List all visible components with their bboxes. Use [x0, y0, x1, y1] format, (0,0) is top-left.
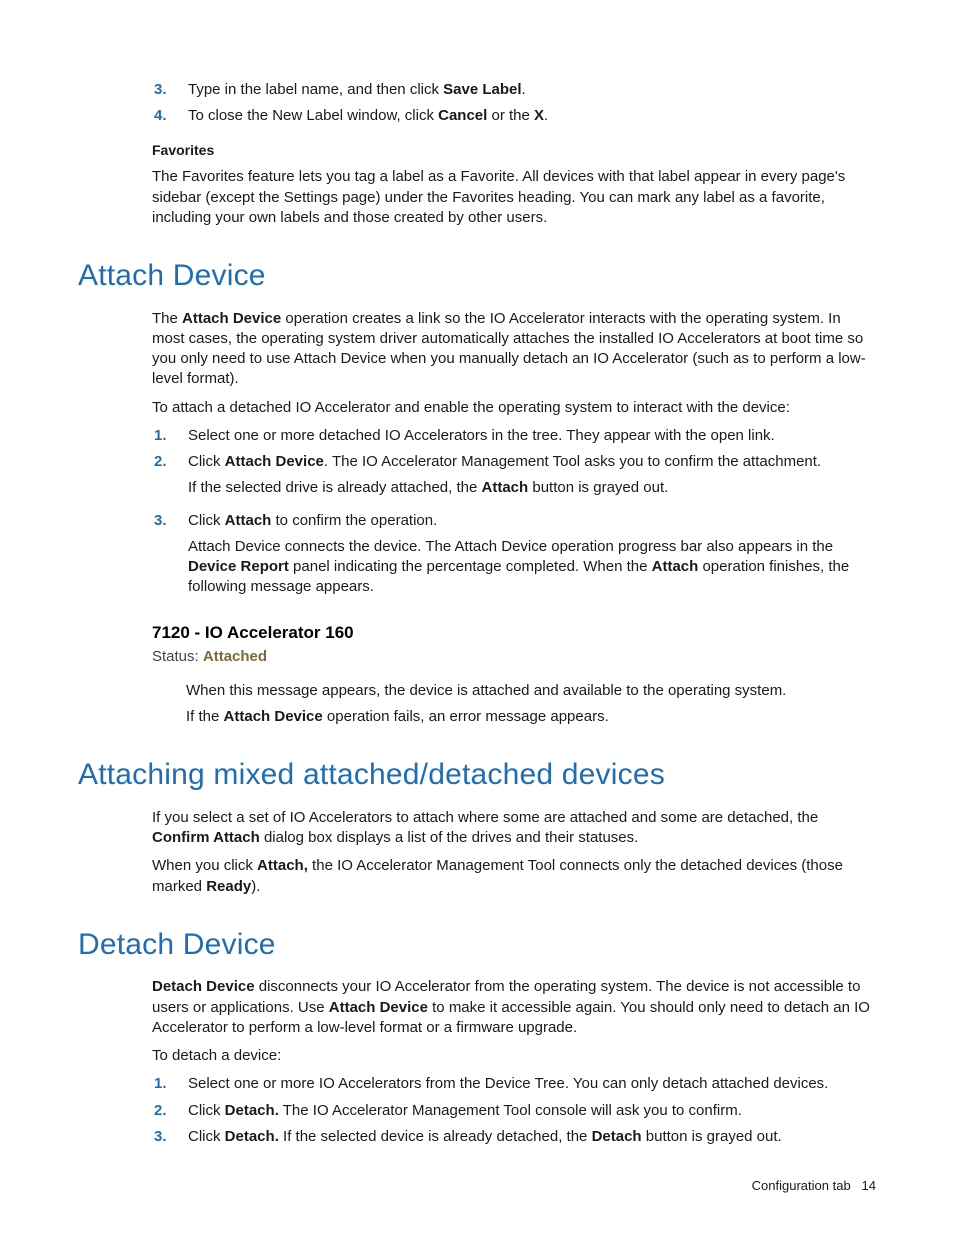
mixed-p1: If you select a set of IO Accelerators t… — [152, 808, 876, 849]
bold-text: Confirm Attach — [152, 829, 260, 846]
bold-text: Detach Device — [152, 978, 255, 995]
list-number: 3. — [152, 511, 188, 604]
status-title: 7120 - IO Accelerator 160 — [152, 622, 876, 645]
bold-text: Save Label — [443, 81, 521, 98]
list-line: If the selected drive is already attache… — [188, 478, 876, 498]
footer-label: Configuration tab — [752, 1178, 851, 1193]
list-number: 2. — [152, 452, 188, 505]
list-number: 3. — [152, 80, 188, 100]
list-text: Click Detach. If the selected device is … — [188, 1127, 876, 1147]
status-label: Status: — [152, 648, 199, 665]
attach-after-line: If the Attach Device operation fails, an… — [186, 707, 876, 727]
bold-text: X — [534, 107, 544, 124]
list-line: Select one or more detached IO Accelerat… — [188, 426, 876, 446]
status-message-block: 7120 - IO Accelerator 160 Status: Attach… — [78, 622, 876, 667]
mixed-heading: Attaching mixed attached/detached device… — [78, 755, 876, 796]
attach-steps-list: 1.Select one or more detached IO Acceler… — [78, 426, 876, 604]
list-item: 1.Select one or more IO Accelerators fro… — [152, 1074, 876, 1094]
list-line: Attach Device connects the device. The A… — [188, 537, 876, 598]
list-line: Click Detach. If the selected device is … — [188, 1127, 876, 1147]
detach-steps-list: 1.Select one or more IO Accelerators fro… — [78, 1074, 876, 1147]
bold-text: Ready — [206, 878, 251, 895]
mixed-p2: When you click Attach, the IO Accelerato… — [152, 856, 876, 897]
list-number: 2. — [152, 1101, 188, 1121]
list-item: 3.Click Detach. If the selected device i… — [152, 1127, 876, 1147]
favorites-paragraph: The Favorites feature lets you tag a lab… — [152, 167, 876, 228]
list-item: 2.Click Attach Device. The IO Accelerato… — [152, 452, 876, 505]
list-item: 1.Select one or more detached IO Acceler… — [152, 426, 876, 446]
list-number: 4. — [152, 106, 188, 126]
list-number: 3. — [152, 1127, 188, 1147]
list-text: Click Detach. The IO Accelerator Managem… — [188, 1101, 876, 1121]
attach-after-line: When this message appears, the device is… — [186, 681, 876, 701]
page-footer: Configuration tab 14 — [752, 1177, 876, 1195]
list-text: Select one or more IO Accelerators from … — [188, 1074, 876, 1094]
detach-lead: To detach a device: — [152, 1046, 876, 1066]
bold-text: Detach — [592, 1128, 642, 1145]
list-item: 3.Click Attach to confirm the operation.… — [152, 511, 876, 604]
list-item: 3.Type in the label name, and then click… — [152, 80, 876, 100]
list-text: Click Attach Device. The IO Accelerator … — [188, 452, 876, 505]
detach-intro: Detach Device disconnects your IO Accele… — [152, 977, 876, 1038]
bold-text: Device Report — [188, 558, 289, 575]
favorites-heading: Favorites — [152, 141, 876, 160]
bold-text: Attach Device — [329, 999, 428, 1016]
list-line: Click Attach Device. The IO Accelerator … — [188, 452, 876, 472]
status-value: Attached — [203, 648, 267, 665]
top-ordered-list: 3.Type in the label name, and then click… — [78, 80, 876, 127]
bold-text: Detach. — [225, 1102, 279, 1119]
list-text: To close the New Label window, click Can… — [188, 106, 876, 126]
bold-text: Attach Device — [224, 708, 323, 725]
bold-text: Attach Device — [225, 453, 324, 470]
bold-text: Attach — [225, 512, 272, 529]
list-item: 4.To close the New Label window, click C… — [152, 106, 876, 126]
bold-text: Attach — [482, 479, 529, 496]
attach-intro: The Attach Device operation creates a li… — [152, 309, 876, 390]
list-text: Select one or more detached IO Accelerat… — [188, 426, 876, 446]
attach-device-body: The Attach Device operation creates a li… — [78, 309, 876, 418]
status-line: Status: Attached — [152, 647, 876, 667]
list-number: 1. — [152, 1074, 188, 1094]
attach-device-heading: Attach Device — [78, 256, 876, 297]
mixed-body: If you select a set of IO Accelerators t… — [78, 808, 876, 897]
detach-body: Detach Device disconnects your IO Accele… — [78, 977, 876, 1066]
bold-text: Detach. — [225, 1128, 279, 1145]
list-number: 1. — [152, 426, 188, 446]
list-line: Click Attach to confirm the operation. — [188, 511, 876, 531]
attach-after-block: When this message appears, the device is… — [78, 681, 876, 728]
list-line: Select one or more IO Accelerators from … — [188, 1074, 876, 1094]
favorites-section: Favorites The Favorites feature lets you… — [78, 141, 876, 229]
list-text: Click Attach to confirm the operation.At… — [188, 511, 876, 604]
bold-text: Attach — [652, 558, 699, 575]
list-text: Type in the label name, and then click S… — [188, 80, 876, 100]
document-page: 3.Type in the label name, and then click… — [0, 0, 954, 1235]
footer-page-number: 14 — [862, 1178, 876, 1193]
bold-text: Attach Device — [182, 310, 281, 327]
bold-text: Cancel — [438, 107, 487, 124]
bold-text: Attach, — [257, 857, 308, 874]
detach-heading: Detach Device — [78, 925, 876, 966]
list-line: Click Detach. The IO Accelerator Managem… — [188, 1101, 876, 1121]
attach-lead: To attach a detached IO Accelerator and … — [152, 398, 876, 418]
list-item: 2.Click Detach. The IO Accelerator Manag… — [152, 1101, 876, 1121]
